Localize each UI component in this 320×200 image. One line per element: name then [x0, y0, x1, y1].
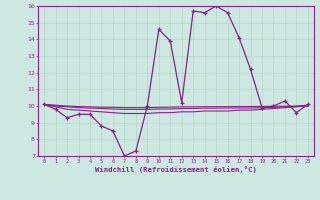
X-axis label: Windchill (Refroidissement éolien,°C): Windchill (Refroidissement éolien,°C) — [95, 166, 257, 173]
